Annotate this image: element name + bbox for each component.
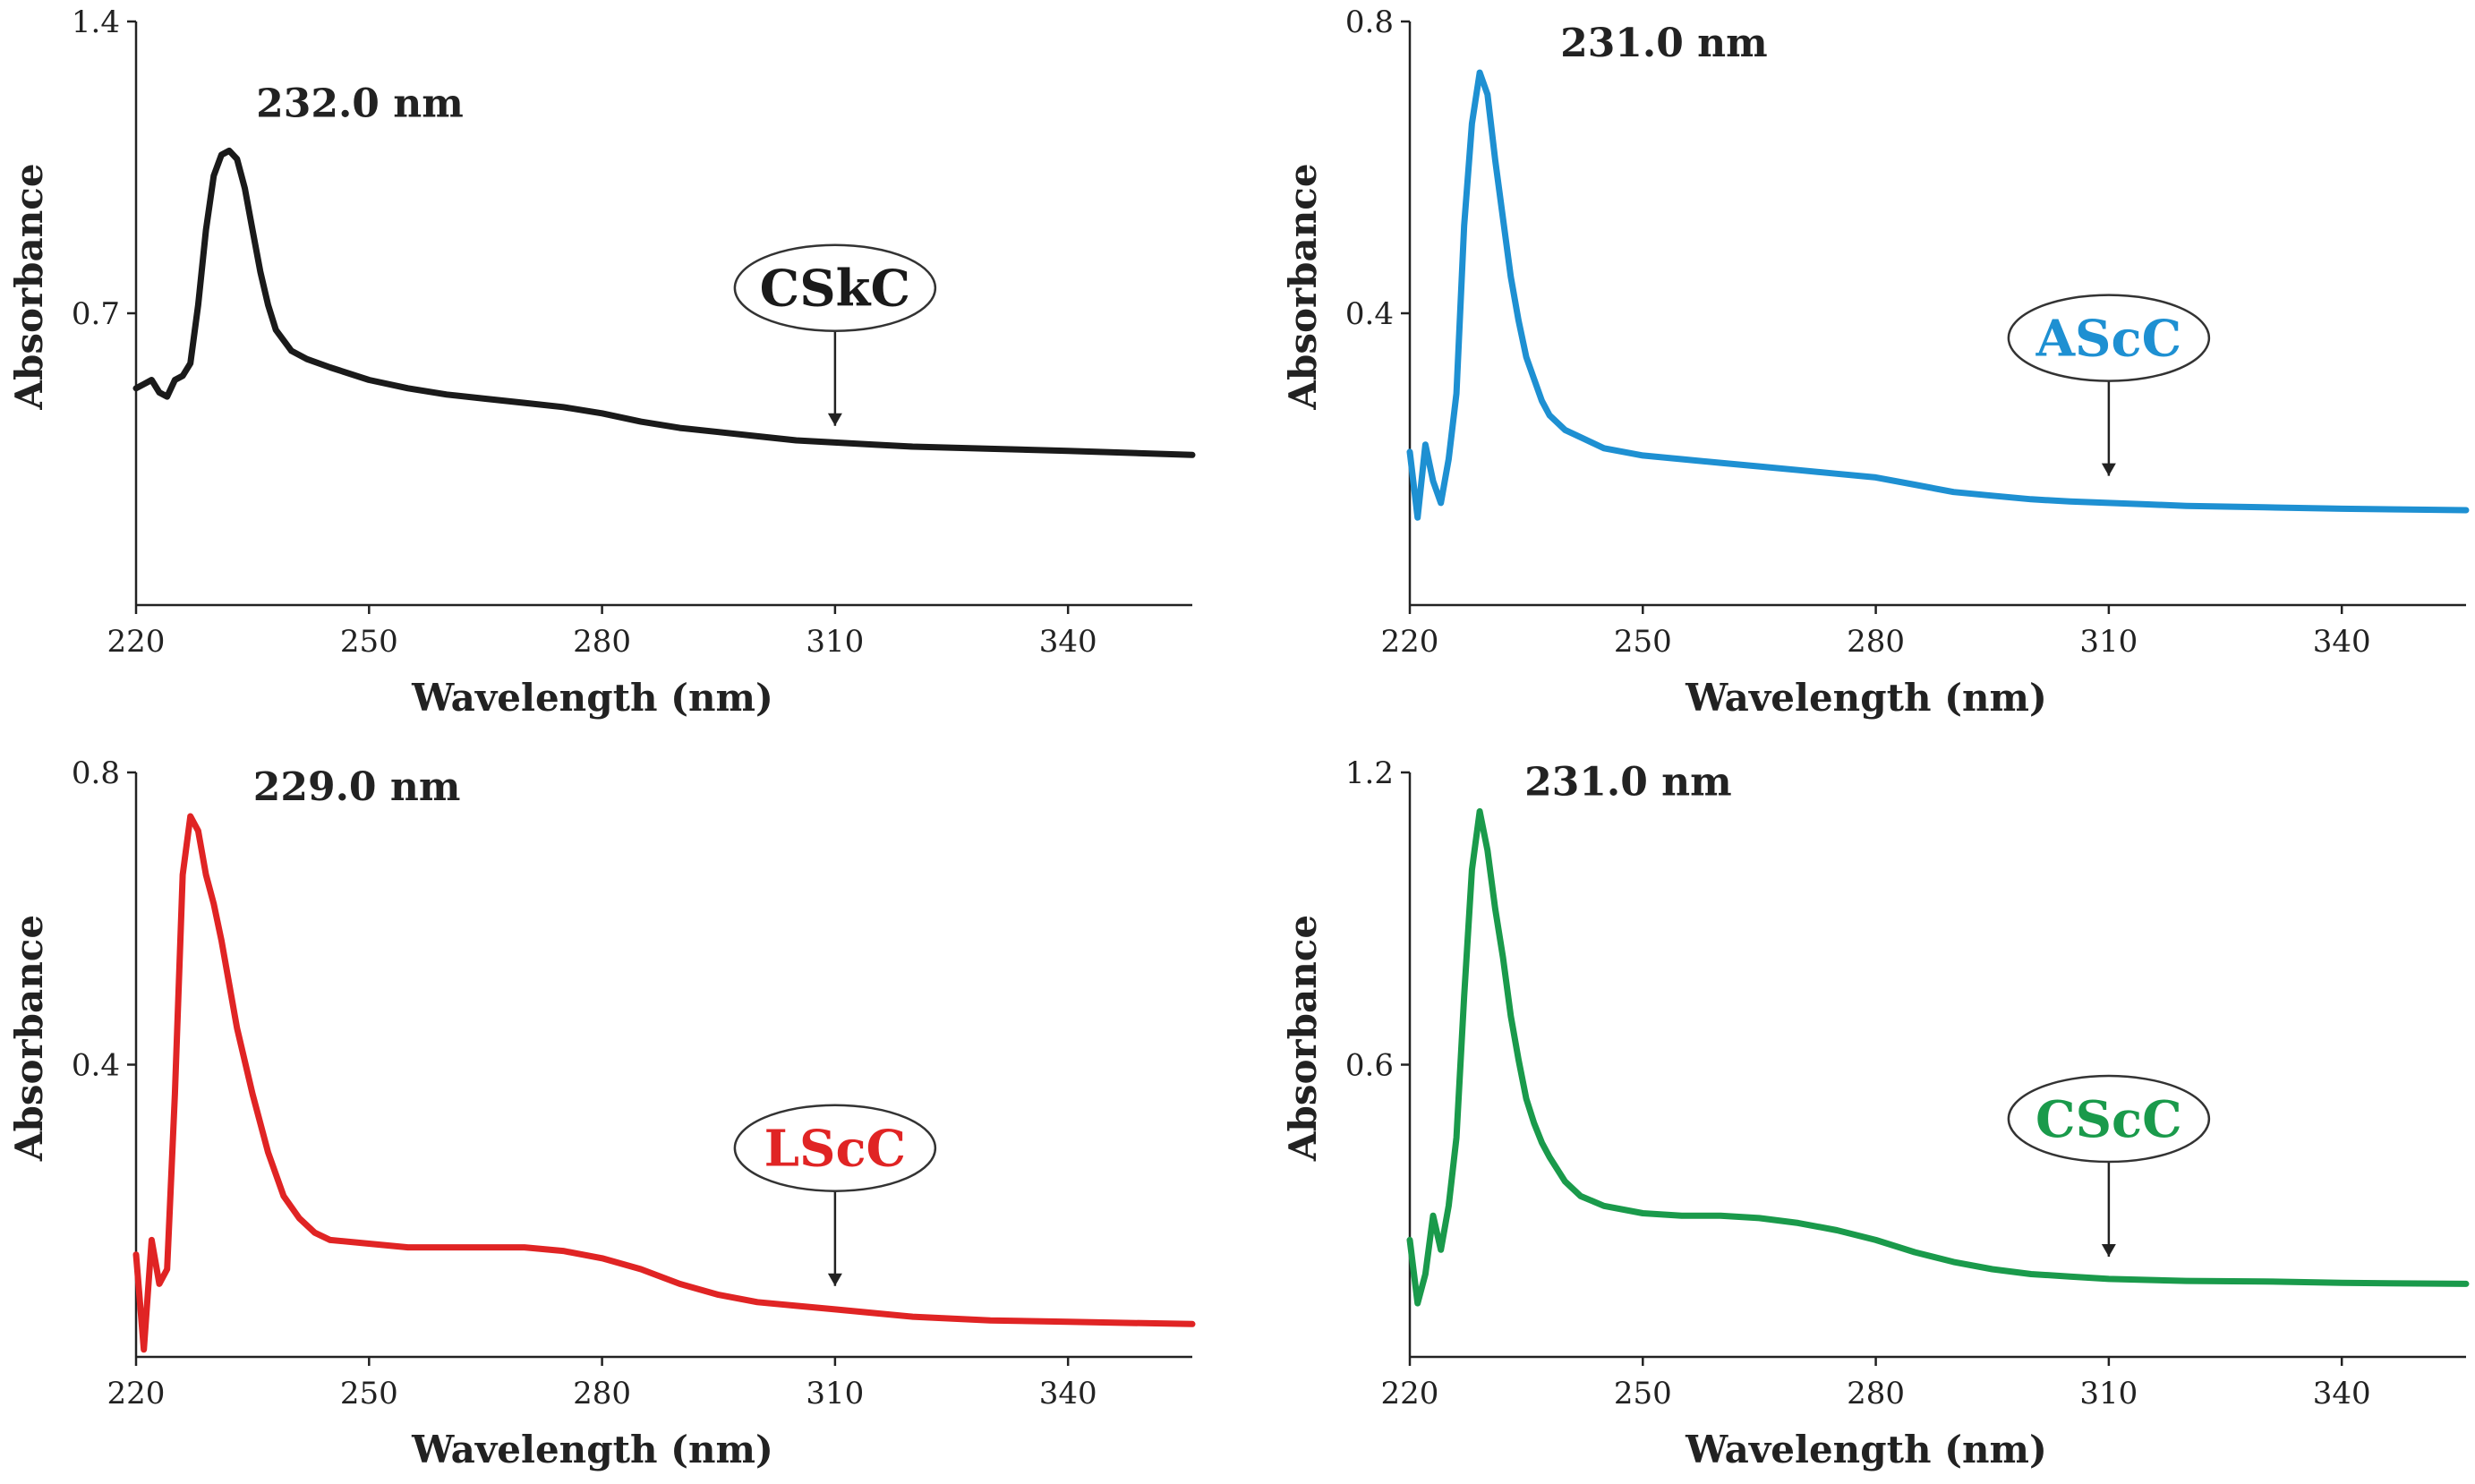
pointer-arrow-head — [827, 1273, 842, 1286]
y-axis-title: Absorbance — [1281, 915, 1325, 1162]
y-axis-title: Absorbance — [7, 163, 51, 410]
x-tick-label: 250 — [340, 624, 398, 660]
peak-label: 231.0 nm — [1560, 21, 1768, 66]
x-tick-label: 220 — [107, 1376, 166, 1412]
y-tick-label: 0.4 — [1345, 296, 1394, 332]
y-tick-label: 1.2 — [1345, 755, 1394, 791]
y-tick-label: 0.4 — [72, 1048, 120, 1084]
x-tick-label: 250 — [340, 1376, 398, 1412]
chart-panel-1: 220 250 280 310 340 0.7 1.4 Wavelength (nm) Abso… — [7, 4, 1196, 720]
spectrum-curve — [132, 147, 1196, 458]
x-tick-label: 310 — [2079, 624, 2138, 660]
x-tick-label: 340 — [2313, 624, 2371, 660]
x-tick-label: 250 — [1614, 624, 1672, 660]
x-tick-label: 220 — [107, 624, 166, 660]
sample-badge — [733, 1104, 937, 1192]
sample-label: CScC — [2035, 1090, 2182, 1149]
x-tick-label: 310 — [806, 1376, 864, 1412]
spectrum-curve — [1406, 808, 2470, 1307]
chart-panel-3: 220 250 280 310 340 0.4 0.8 Wavelength (nm) Abso… — [7, 755, 1196, 1471]
sample-label: LScC — [764, 1120, 906, 1179]
x-tick-label: 280 — [1847, 624, 1905, 660]
sample-badge — [2007, 294, 2211, 382]
x-tick-label: 340 — [1039, 1376, 1097, 1412]
x-tick-label: 220 — [1381, 624, 1439, 660]
x-tick-label: 220 — [1381, 1376, 1439, 1412]
sample-badge — [733, 243, 937, 332]
spectrum-curve — [1406, 69, 2470, 521]
x-axis-title: Wavelength (nm) — [411, 676, 773, 720]
x-axis-title: Wavelength (nm) — [411, 1428, 773, 1471]
x-axis-title: Wavelength (nm) — [1685, 676, 2047, 720]
x-tick-label: 280 — [573, 624, 631, 660]
sample-badge — [2007, 1074, 2211, 1164]
y-tick-label: 1.4 — [72, 4, 120, 40]
x-tick-label: 280 — [573, 1376, 631, 1412]
sample-label: AScC — [2035, 310, 2182, 369]
y-tick-label: 0.6 — [1345, 1048, 1394, 1084]
x-tick-label: 280 — [1847, 1376, 1905, 1412]
y-axis-title: Absorbance — [7, 915, 51, 1162]
peak-label: 231.0 nm — [1524, 760, 1732, 806]
spectrum-curve — [132, 813, 1196, 1353]
x-tick-label: 340 — [2313, 1376, 2371, 1412]
x-tick-label: 310 — [806, 624, 864, 660]
peak-label: 229.0 nm — [253, 764, 461, 810]
pointer-arrow-head — [2101, 463, 2116, 476]
chart-panel-2: 220 250 280 310 340 0.4 0.8 Wavelength (nm) Abso… — [1281, 4, 2470, 720]
y-tick-label: 0.8 — [1345, 4, 1394, 40]
x-tick-label: 310 — [2079, 1376, 2138, 1412]
x-tick-label: 340 — [1039, 624, 1097, 660]
x-tick-label: 250 — [1614, 1376, 1672, 1412]
sample-label: CSkC — [760, 260, 910, 319]
y-tick-label: 0.7 — [72, 296, 120, 332]
x-axis-title: Wavelength (nm) — [1685, 1428, 2047, 1471]
pointer-arrow-head — [827, 413, 842, 426]
pointer-arrow-head — [2101, 1244, 2116, 1258]
y-tick-label: 0.8 — [72, 755, 120, 791]
chart-panel-4: 220 250 280 310 340 0.6 1.2 Wavelength (nm) Abso… — [1281, 755, 2470, 1471]
y-axis-title: Absorbance — [1281, 163, 1325, 410]
peak-label: 232.0 nm — [256, 81, 464, 126]
